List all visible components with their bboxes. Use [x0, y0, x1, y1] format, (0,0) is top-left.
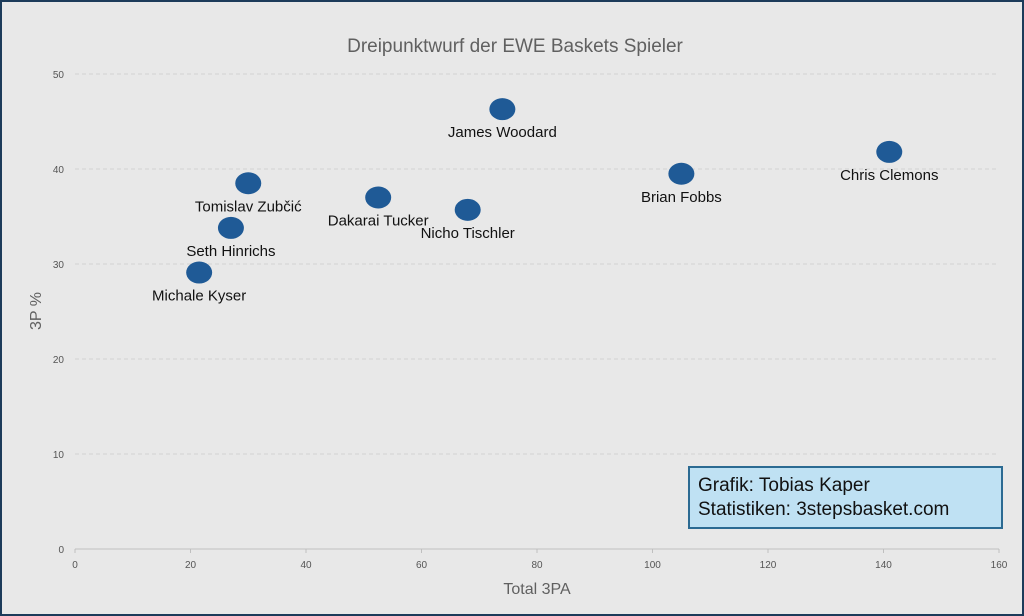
credit-source: Statistiken: 3stepsbasket.com — [698, 499, 950, 520]
data-label: Michale Kyser — [152, 288, 246, 305]
y-tick-label: 20 — [53, 355, 65, 366]
chart-title: Dreipunktwurf der EWE Baskets Spieler — [347, 36, 683, 57]
data-label: Dakarai Tucker — [328, 213, 429, 230]
data-label: Seth Hinrichs — [186, 243, 275, 260]
x-tick-label: 160 — [991, 560, 1008, 571]
x-axis-label: Total 3PA — [503, 581, 571, 598]
data-point — [668, 162, 695, 185]
data-label: Nicho Tischler — [421, 225, 515, 242]
x-tick-label: 100 — [644, 560, 661, 571]
y-tick-label: 30 — [53, 260, 65, 271]
data-point — [489, 98, 516, 121]
y-tick-label: 0 — [58, 545, 64, 556]
data-point — [235, 172, 262, 195]
data-point — [186, 261, 213, 284]
data-point — [217, 216, 244, 239]
x-tick-label: 0 — [72, 560, 78, 571]
data-label: Brian Fobbs — [641, 189, 722, 206]
x-tick-label: 140 — [875, 560, 892, 571]
axes: 0 10 20 30 40 50 0 20 40 60 80 100 120 140 160 — [53, 70, 1008, 571]
credit-author: Grafik: Tobias Kaper — [698, 475, 870, 496]
x-tick-label: 20 — [185, 560, 197, 571]
gridlines — [75, 73, 999, 455]
data-point — [454, 198, 481, 221]
x-tick-label: 40 — [300, 560, 312, 571]
data-point — [876, 140, 903, 163]
data-label: Tomislav Zubčić — [195, 198, 302, 215]
data-label: Chris Clemons — [840, 167, 938, 184]
y-tick-label: 50 — [53, 70, 65, 81]
y-tick-label: 40 — [53, 165, 65, 176]
data-points: James Woodard Chris Clemons Brian Fobbs Tom… — [152, 98, 938, 305]
credit-box: Grafik: Tobias Kaper Statistiken: 3steps… — [688, 466, 1003, 529]
x-tick-label: 120 — [760, 560, 777, 571]
y-axis-label: 3P % — [28, 292, 45, 330]
y-tick-label: 10 — [53, 450, 65, 461]
data-label: James Woodard — [448, 124, 557, 141]
x-tick-label: 80 — [531, 560, 543, 571]
data-point — [365, 186, 392, 209]
x-tick-label: 60 — [416, 560, 428, 571]
